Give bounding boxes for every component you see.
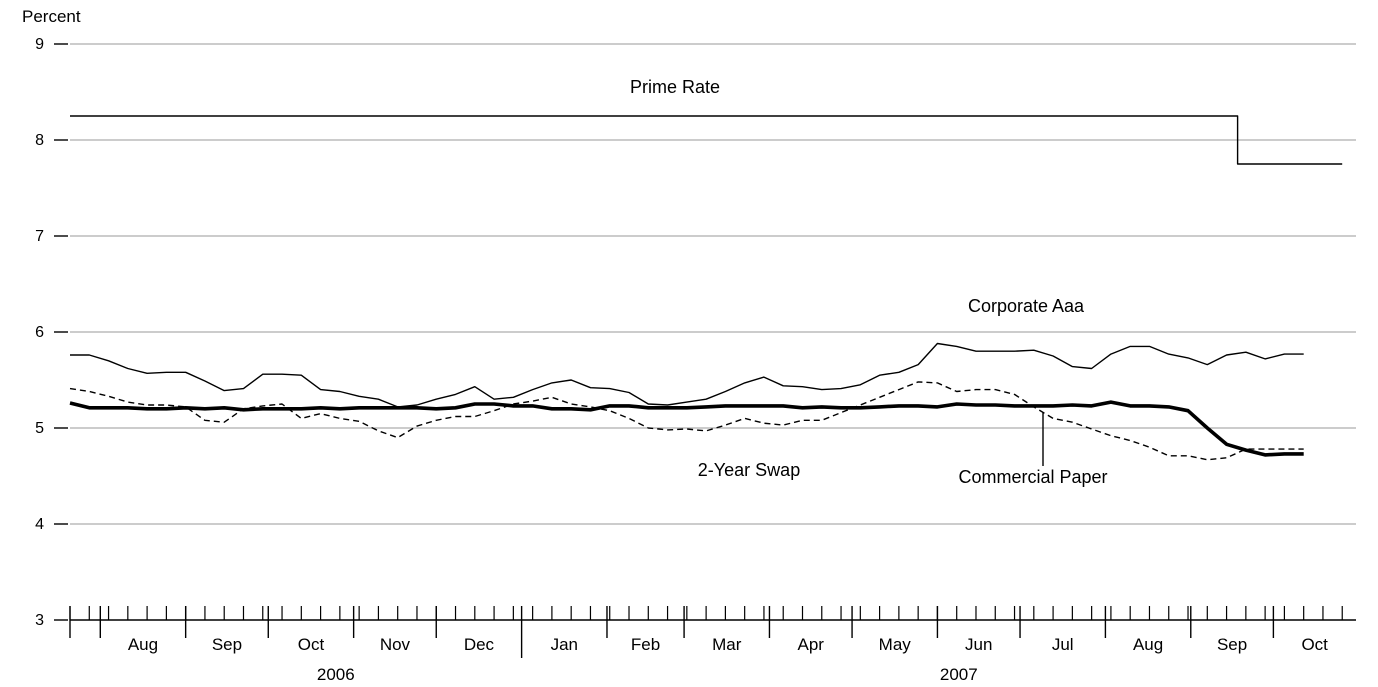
series-lines	[69, 115, 1343, 461]
month-label: Oct	[298, 635, 325, 654]
series-label-corporate-aaa: Corporate Aaa	[968, 296, 1085, 316]
month-label: Sep	[212, 635, 242, 654]
series-label-prime-rate: Prime Rate	[630, 77, 720, 97]
y-tick-label: 9	[35, 36, 44, 53]
month-label: Oct	[1301, 635, 1328, 654]
month-label: Dec	[464, 635, 495, 654]
month-label: Apr	[798, 635, 825, 654]
y-tick-label: 3	[35, 612, 44, 629]
month-label: Jan	[551, 635, 578, 654]
month-label: Jul	[1052, 635, 1074, 654]
month-label: Feb	[631, 635, 660, 654]
series-label-2-year-swap: 2-Year Swap	[698, 460, 800, 480]
series-label-commercial-paper: Commercial Paper	[958, 467, 1107, 487]
x-axis: Aug Sep Oct Nov Dec Jan Feb Mar Apr May Jun Jul Aug S…	[69, 606, 1356, 684]
month-label: Nov	[380, 635, 411, 654]
month-label: May	[879, 635, 912, 654]
month-label: Mar	[712, 635, 742, 654]
series-line-commercial-paper	[69, 400, 1304, 457]
y-tick-label: 7	[35, 228, 44, 245]
series-line-corporate-aaa	[70, 342, 1304, 408]
y-axis: 3 4 5 6 7 8 9	[35, 36, 68, 629]
year-label: 2007	[940, 665, 978, 684]
month-label: Sep	[1217, 635, 1247, 654]
y-tick-label: 4	[35, 516, 44, 533]
year-label: 2006	[317, 665, 355, 684]
y-tick-label: 6	[35, 324, 44, 341]
series-line-2-year-swap	[69, 381, 1304, 461]
y-tick-label: 8	[35, 132, 44, 149]
month-label: Aug	[128, 635, 158, 654]
series-line-prime-rate	[70, 115, 1343, 165]
y-axis-title: Percent	[22, 7, 81, 26]
month-label: Jun	[965, 635, 992, 654]
gridlines	[70, 43, 1356, 525]
y-tick-label: 5	[35, 420, 44, 437]
month-label: Aug	[1133, 635, 1163, 654]
series-labels: Prime Rate Corporate Aaa 2-Year Swap Commer…	[630, 77, 1108, 487]
